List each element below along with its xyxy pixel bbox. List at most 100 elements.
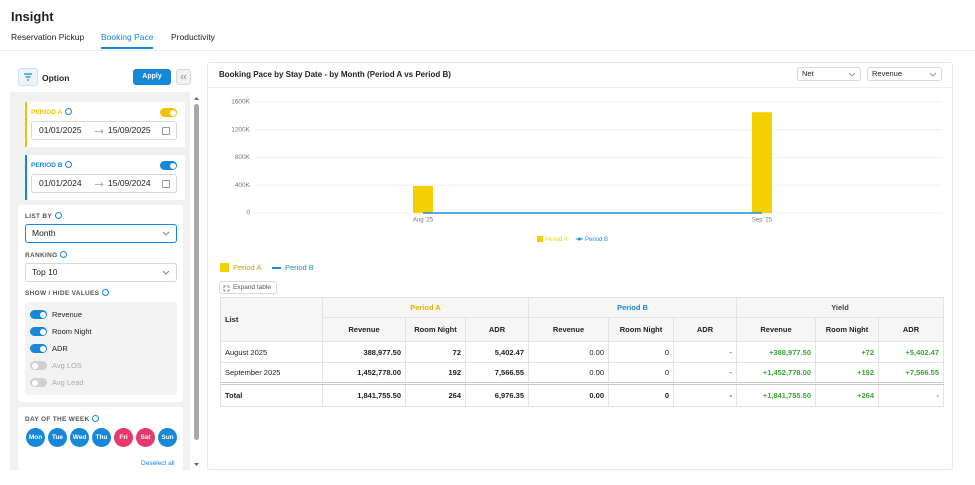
select-value: Month [32, 228, 56, 238]
select[interactable]: Revenue [867, 67, 942, 81]
legend-swatch [272, 267, 281, 269]
divider [208, 87, 952, 88]
info-icon [60, 251, 68, 258]
scrollbar[interactable] [193, 95, 200, 469]
cell: 7,566.55 [465, 362, 529, 384]
label: LIST BY [25, 212, 63, 220]
legend-swatch [537, 236, 543, 242]
day-button[interactable]: Tue [48, 428, 67, 447]
x-tick-label: Sep '25 [752, 218, 773, 224]
toggle[interactable] [30, 310, 47, 319]
value-label: Avg LOS [52, 361, 82, 370]
icon [24, 73, 32, 81]
label-text: DAY OF THE WEEK [25, 416, 90, 423]
chevron [162, 270, 170, 275]
cell: 6,976.35 [465, 383, 529, 407]
toggle[interactable] [30, 344, 47, 353]
cell: Total [220, 383, 323, 407]
deselect-link[interactable]: Deselect all [141, 460, 175, 467]
period-label-text: PERIOD B [31, 162, 63, 169]
tab-active[interactable]: Booking Pace [101, 32, 154, 49]
day-button[interactable]: Thu [92, 428, 111, 447]
legend-swatch [578, 237, 581, 241]
calendar-icon [162, 180, 170, 188]
toggle[interactable] [30, 378, 47, 387]
cell: 5,402.47 [465, 341, 529, 363]
legend-label: Period B [285, 263, 314, 272]
tab[interactable]: Reservation Pickup [11, 32, 85, 42]
toggle-knob [39, 345, 46, 352]
period-label: PERIOD B [31, 161, 73, 169]
column-header: Room Night [815, 317, 879, 342]
cell: August 2025 [220, 341, 323, 363]
arrow [95, 129, 104, 134]
label: SHOW / HIDE VALUES [25, 289, 110, 297]
date-to: 15/09/2024 [108, 178, 151, 188]
date-range[interactable]: 01/01/2024 15/09/2024 [31, 174, 177, 193]
day-button[interactable]: Sun [158, 428, 177, 447]
expand-button[interactable]: Expand table [219, 281, 277, 294]
filter-icon[interactable] [18, 68, 38, 86]
column-header: Room Night [608, 317, 674, 342]
day-button[interactable]: Wed [70, 428, 89, 447]
toggle-knob [169, 109, 176, 116]
label: RANKING [25, 251, 68, 259]
day-button[interactable]: Fri [114, 428, 133, 447]
info-icon [65, 108, 73, 115]
info-icon [65, 161, 73, 168]
date-range[interactable]: 01/01/2025 15/09/2025 [31, 121, 177, 140]
cell: 0.00 [528, 362, 609, 384]
scrollbar-graphic [194, 97, 199, 466]
toggle[interactable] [30, 361, 47, 370]
select-value: Top 10 [32, 267, 58, 277]
toggle-knob [31, 362, 38, 369]
ranking-select[interactable]: Top 10 [25, 263, 177, 282]
legend-label: Period A [233, 263, 262, 272]
toggle[interactable] [30, 327, 47, 336]
cell: 0 [608, 341, 674, 363]
column-header: ADR [877, 317, 945, 342]
legend-swatch [220, 263, 229, 272]
bar [413, 186, 433, 213]
chevron [162, 231, 170, 236]
value-label: Avg Lead [52, 378, 84, 387]
y-tick-label: 1200K [231, 126, 250, 133]
divider [0, 50, 975, 51]
value-label: ADR [52, 344, 68, 353]
select-value: Revenue [872, 69, 903, 78]
header-row: Revenue Room Night ADR Revenue Room Night ADR… [220, 317, 945, 342]
label-text: LIST BY [25, 213, 53, 220]
cell: +5,402.47 [877, 341, 945, 363]
calendar-icon [162, 127, 170, 135]
data-row: September 2025 1,452,778.00 192 7,566.55 0.0… [220, 362, 945, 384]
toggle[interactable] [160, 108, 177, 117]
chevron [848, 72, 856, 77]
cell: +1,452,778.00 [736, 362, 816, 384]
list-header: List [220, 297, 323, 342]
list-by-select[interactable]: Month [25, 224, 177, 243]
period-label: PERIOD A [31, 108, 73, 116]
cell: September 2025 [220, 362, 323, 384]
arrow [95, 182, 104, 187]
toggle[interactable] [160, 161, 177, 170]
y-tick-label: 400K [235, 182, 251, 189]
tab[interactable]: Productivity [171, 32, 215, 42]
legend-label: Period B [585, 237, 608, 243]
collapse-button[interactable] [176, 69, 191, 85]
select[interactable]: Net [797, 67, 861, 81]
cell: 264 [405, 383, 466, 407]
cell: +72 [815, 341, 879, 363]
day-button[interactable]: Sat [136, 428, 155, 447]
day-button[interactable]: Mon [26, 428, 45, 447]
select-value: Net [802, 69, 814, 78]
data-table: List Period A Period B Yield Revenue Room Nig… [220, 297, 945, 407]
cell: 192 [405, 362, 466, 384]
column-header: ADR [465, 317, 529, 342]
cell: - [673, 362, 737, 384]
apply-button[interactable]: Apply [133, 69, 171, 85]
cell: 388,977.50 [322, 341, 406, 363]
cell: +388,977.50 [736, 341, 816, 363]
cell: 1,841,755.50 [322, 383, 406, 407]
cell: +7,566.55 [877, 362, 945, 384]
cell: 72 [405, 341, 466, 363]
